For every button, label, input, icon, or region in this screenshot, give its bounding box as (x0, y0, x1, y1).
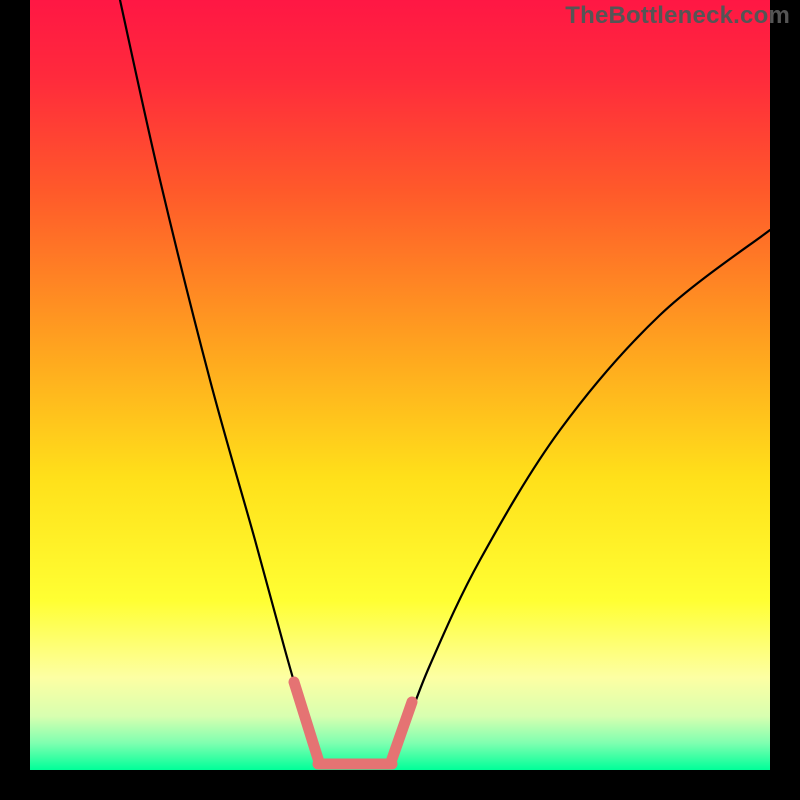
watermark-text: TheBottleneck.com (565, 2, 790, 30)
plot-area (30, 0, 770, 770)
chart-container: TheBottleneck.com (0, 0, 800, 800)
bottleneck-chart (0, 0, 800, 800)
